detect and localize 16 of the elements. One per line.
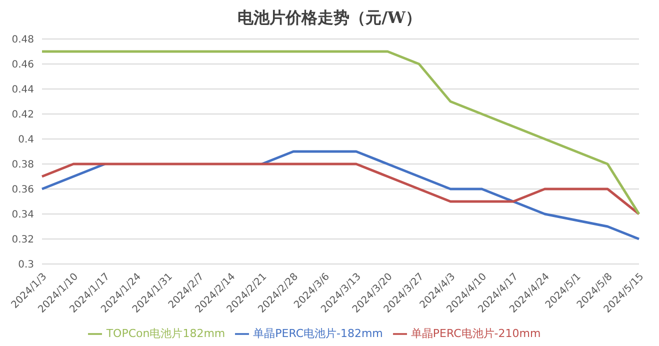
chart-title: 电池片价格走势（元/W） [236,8,422,29]
y-tick-label: 0.34 [12,210,34,221]
legend-label: 单晶PERC电池片-210mm [410,327,541,340]
legend-label: TOPCon电池片182mm [106,327,226,340]
line-series [40,50,640,216]
y-tick-label: 0.36 [12,184,34,196]
y-tick-label: 0.38 [12,160,34,171]
y-tick-label: 0.42 [12,110,34,121]
y-tick-label: 0.32 [12,234,34,246]
y-tick-label: 0.46 [12,60,34,71]
y-tick-label: 0.44 [12,84,34,96]
y-tick-label: 0.3 [18,260,34,271]
legend-label: 单晶PERC电池片-182mm [253,327,383,340]
y-tick-label: 0.48 [12,34,34,46]
line-series [40,162,640,216]
y-tick-label: 0.4 [18,134,34,146]
